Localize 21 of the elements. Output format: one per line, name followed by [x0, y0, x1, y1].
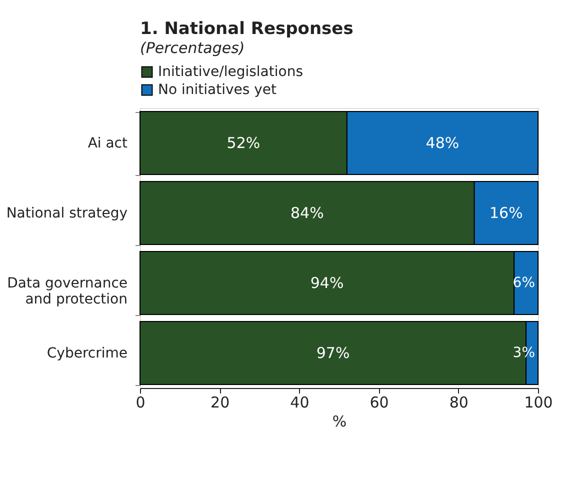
y-tick-label: Cybercrime — [46, 346, 128, 362]
y-tick-label: Ai act — [88, 136, 128, 152]
x-tick-label: 100 — [524, 394, 553, 412]
data-label: 84% — [290, 204, 324, 222]
y-tick-label: Data governance and protection — [7, 276, 128, 308]
x-tick-label: 80 — [449, 394, 468, 412]
data-label: 52% — [226, 134, 260, 152]
chart-title: 1. National Responses — [140, 19, 354, 39]
y-tick-label: National strategy — [6, 206, 128, 222]
x-tick-label: 0 — [136, 394, 146, 412]
x-tick-label: 20 — [210, 394, 230, 412]
data-label: 94% — [310, 274, 344, 292]
x-axis-title: % — [332, 412, 347, 430]
x-tick-label: 60 — [370, 394, 389, 412]
chart-subtitle: (Percentages) — [140, 39, 245, 57]
legend-label: Initiative/legislations — [158, 64, 303, 80]
data-label: 16% — [489, 204, 523, 222]
data-label: 97% — [316, 344, 350, 362]
x-tick-label: 40 — [290, 394, 310, 412]
legend-label: No initiatives yet — [158, 82, 278, 98]
data-label: 48% — [426, 134, 460, 152]
